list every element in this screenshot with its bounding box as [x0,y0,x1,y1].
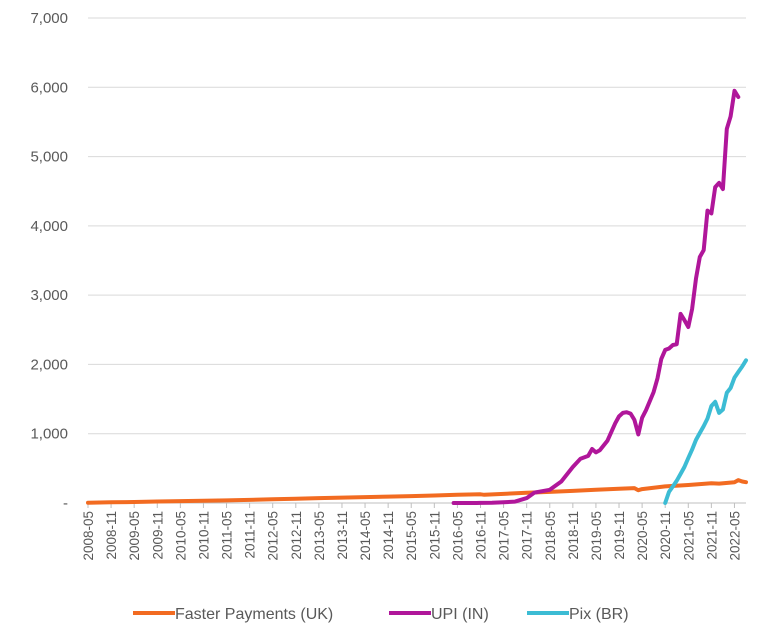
gridlines [88,17,746,435]
x-tick-label: 2016-05 [450,511,465,561]
series-line-1 [86,478,748,505]
x-tick-label: 2018-11 [566,511,581,560]
x-tick-label: 2013-05 [312,511,327,561]
x-tick-label: 2010-11 [196,511,211,560]
x-tick-label: 2012-11 [289,511,304,560]
x-tick-label: 2009-05 [127,511,142,561]
x-tick-label: 2009-11 [150,511,165,560]
y-tick-label: 6,000 [30,79,68,96]
legend-label: Pix (BR) [569,606,629,623]
x-tick-label: 2021-05 [681,511,696,561]
x-tick-label: 2015-05 [404,511,419,561]
x-axis: 2008-05 2008-11 2009-05 2009-11 2010-05 2010-… [81,502,746,561]
y-tick-label: - [63,495,68,512]
x-tick-label: 2021-11 [704,511,719,560]
y-tick-label: 3,000 [30,287,68,304]
legend-label: Faster Payments (UK) [175,606,333,623]
x-tick-label: 2012-05 [266,511,281,561]
x-tick-label: 2014-05 [358,511,373,561]
y-tick-label: 5,000 [30,149,68,166]
series-line-3 [663,358,748,505]
legend: Faster Payments (UK) UPI (IN) Pix (BR) [133,606,629,623]
y-tick-label: 7,000 [30,10,68,27]
x-tick-label: 2013-11 [335,511,350,560]
x-tick-label: 2010-05 [173,511,188,561]
x-tick-label: 2018-05 [543,511,558,561]
x-tick-label: 2011-05 [220,511,235,560]
x-tick-label: 2019-11 [612,511,627,560]
x-tick-label: 2022-05 [727,511,742,561]
y-axis: - 1,000 2,000 3,000 4,000 5,000 6,000 7,000 [30,10,68,512]
x-tick-label: 2017-05 [497,511,512,561]
y-tick-label: 1,000 [30,426,68,443]
series-lines [86,88,748,505]
series-line-2 [451,88,741,505]
x-tick-label: 2020-05 [635,511,650,561]
x-tick-label: 2008-05 [81,511,96,561]
x-tick-label: 2011-11 [243,511,258,559]
x-tick-label: 2017-11 [520,511,535,560]
legend-label: UPI (IN) [431,606,489,623]
x-tick-label: 2008-11 [104,511,119,560]
y-tick-label: 4,000 [30,218,68,235]
x-tick-label: 2015-11 [427,511,442,560]
y-tick-label: 2,000 [30,356,68,373]
x-tick-label: 2020-11 [658,511,673,560]
x-tick-label: 2019-05 [589,511,604,561]
x-tick-label: 2014-11 [381,511,396,560]
x-tick-label: 2016-11 [473,511,488,560]
